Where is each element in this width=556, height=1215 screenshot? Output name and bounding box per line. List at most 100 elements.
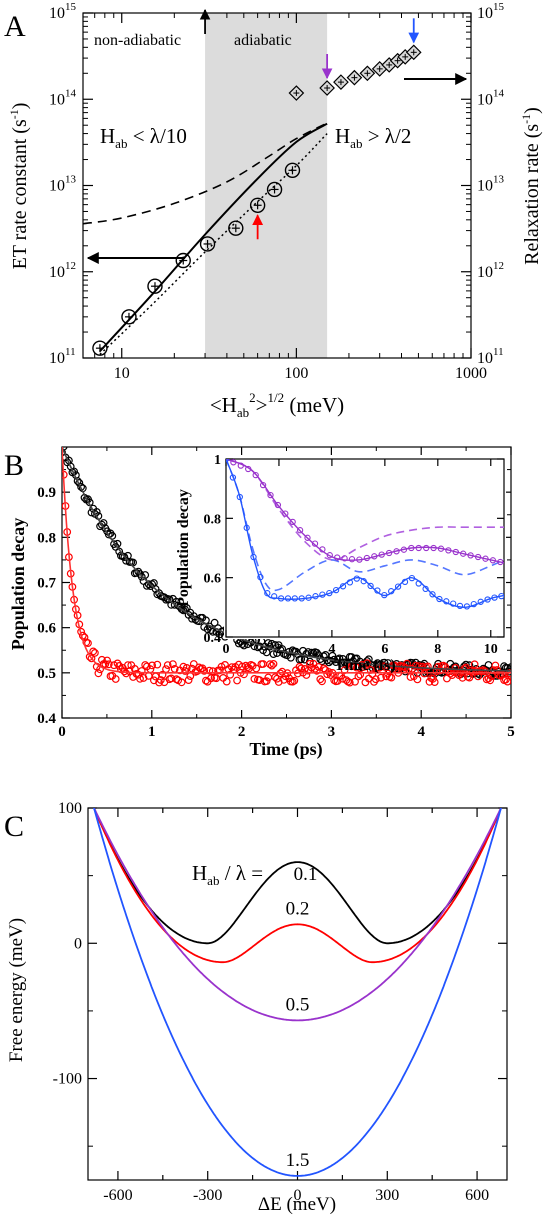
panel-c-ticks: -600 -300 0 300 600 -100 0 100 (53, 800, 507, 1204)
panel-c-x-axis-label: ΔE (meV) (258, 1194, 336, 1215)
inset-purple-point (423, 544, 430, 552)
inset-purple-point (393, 548, 400, 555)
free-energy-curve-label: 1.5 (286, 1150, 310, 1171)
free-energy-curve (93, 808, 502, 964)
inset-blue-point (346, 579, 354, 586)
red-series-point (177, 678, 186, 687)
black-series-point (269, 650, 278, 658)
black-series-fit (62, 447, 511, 672)
inset-background (224, 457, 506, 639)
inset-y-axis-label: Population decay (175, 489, 192, 607)
red-series-point (351, 677, 359, 686)
red-series-point (451, 664, 460, 672)
y-tick-label: 0.6 (37, 621, 56, 637)
black-series-point (312, 648, 321, 657)
inset-blue-point (491, 594, 498, 601)
inset-blue-point (450, 600, 457, 607)
black-series-point (328, 651, 337, 660)
red-series-point (319, 664, 328, 673)
black-series-point (364, 655, 373, 664)
x-tick-label: 2 (238, 724, 246, 740)
red-series-point (168, 660, 177, 668)
x-tick-label: 5 (507, 724, 515, 740)
inset-purple-point (230, 459, 237, 466)
black-series-point (262, 648, 271, 657)
black-series-point (462, 660, 470, 669)
red-series-point (356, 670, 365, 679)
x-tick-label: 3 (328, 724, 336, 740)
inset-blue-point (312, 593, 319, 600)
red-series-point (314, 663, 323, 671)
panel-a-label: A (4, 10, 26, 43)
inset-blue-point (463, 603, 471, 610)
inset-blue-point (305, 594, 312, 601)
y-tick-label-right: 1012 (477, 260, 504, 281)
inset-purple-point (400, 546, 408, 553)
red-series-point (153, 660, 162, 669)
inset-purple-point (363, 554, 371, 562)
y-tick-label: 0.7 (37, 576, 56, 592)
x-tick-label: 100 (284, 365, 308, 382)
y-tick-label-right: 1014 (477, 87, 505, 108)
inset-blue-point (422, 585, 429, 593)
inset-frame (225, 458, 505, 638)
black-series-point (286, 653, 295, 662)
red-series-point (205, 666, 214, 675)
free-energy-curve-label: 0.1 (294, 864, 318, 885)
panel-b-label: B (4, 449, 24, 482)
inset-blue-point (374, 587, 381, 594)
inset-x-tick-label: 10 (484, 642, 498, 657)
red-series-point (503, 677, 511, 686)
red-series-point (262, 677, 271, 685)
red-series-point (200, 667, 209, 675)
inset-blue-point (443, 598, 450, 605)
inset-blue-point (264, 590, 271, 597)
red-series-point (470, 660, 479, 669)
et-rate-point (199, 236, 216, 252)
inset-purple-point (259, 481, 267, 489)
black-series-point (208, 627, 217, 636)
red-series-point (377, 673, 385, 682)
inset-purple-points (226, 459, 504, 566)
inset-blue-point (477, 598, 484, 605)
red-series-point (179, 662, 188, 671)
inset-blue-point (277, 595, 285, 602)
et-rate-dashed-curve (83, 122, 328, 225)
inset-purple-point (274, 501, 282, 509)
inset-x-axis-label: Time (fs) (334, 657, 395, 674)
red-series-point (354, 672, 363, 681)
inset-purple-point (460, 550, 467, 557)
red-series-point (312, 666, 321, 675)
red-series-point (207, 674, 216, 683)
red-series-point (465, 673, 474, 682)
inset-purple-point (430, 544, 437, 552)
red-series-point (345, 678, 354, 687)
red-series-point (267, 661, 276, 670)
inset-purple-point (371, 553, 378, 560)
black-series-point (104, 530, 113, 539)
inset-purple-point (474, 553, 482, 561)
y-tick-label-right: 1011 (477, 346, 504, 367)
red-series-point (358, 661, 366, 669)
red-series-point (136, 674, 144, 683)
et-rate-solid-curve (99, 122, 328, 352)
inset-purple-point (489, 557, 497, 564)
inset-purple-point (267, 491, 274, 499)
x-tick-label: -300 (193, 1187, 222, 1204)
inset-purple-point (482, 555, 489, 562)
x-tick-label: -600 (103, 1187, 132, 1204)
inset-blue-point (498, 592, 504, 600)
inset-purple-point (497, 558, 504, 566)
red-series-point (318, 677, 326, 686)
red-series-point (240, 670, 248, 679)
relaxation-rate-points (288, 44, 422, 101)
red-series-point (316, 675, 325, 684)
et-rate-point (228, 220, 244, 236)
red-series-point (306, 659, 314, 668)
black-series-point (271, 641, 280, 649)
inset-blue-point (250, 553, 257, 561)
red-series-point (250, 675, 259, 683)
